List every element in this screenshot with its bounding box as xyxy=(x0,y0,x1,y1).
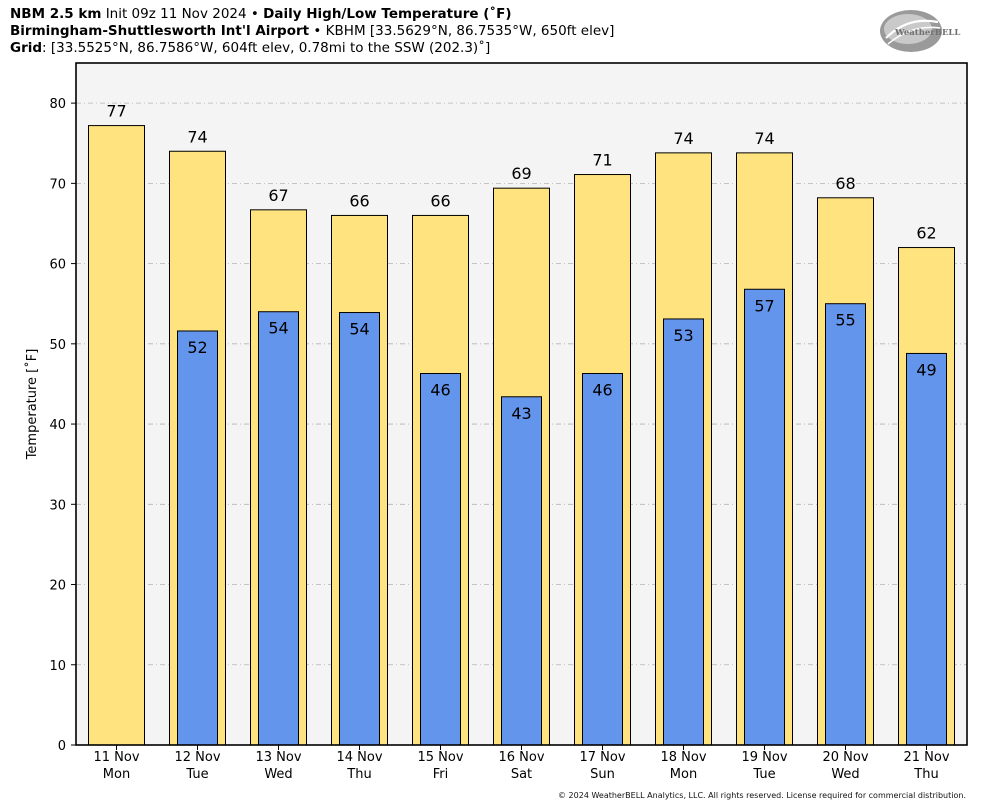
high-temp-label: 77 xyxy=(106,102,126,121)
x-tick-label-day: Sun xyxy=(590,767,615,782)
y-tick-label: 10 xyxy=(49,659,66,674)
high-temp-label: 74 xyxy=(673,129,693,148)
logo-text: WeatherBELL xyxy=(894,28,960,38)
init-time: Init 09z 11 Nov 2024 xyxy=(105,6,247,22)
low-temp-label: 46 xyxy=(592,381,612,400)
x-tick-label-date: 15 Nov xyxy=(417,750,463,765)
model-name: NBM 2.5 km xyxy=(10,6,102,22)
high-temp-label: 74 xyxy=(754,129,774,148)
y-axis-label: Temperature [˚F] xyxy=(24,349,40,461)
y-tick-label: 0 xyxy=(58,739,66,754)
low-temp-bar xyxy=(420,373,461,746)
header-line-2: Birmingham-Shuttlesworth Int'l Airport •… xyxy=(10,23,614,40)
low-temp-label: 52 xyxy=(187,338,207,357)
low-temp-label: 49 xyxy=(916,360,936,379)
grid-label: Grid xyxy=(10,40,43,56)
high-temp-label: 66 xyxy=(349,191,369,210)
low-temp-label: 43 xyxy=(511,404,531,423)
y-tick-label: 70 xyxy=(49,177,66,192)
y-tick-label: 60 xyxy=(49,258,66,273)
x-tick-label-date: 20 Nov xyxy=(822,750,868,765)
x-tick-label-day: Wed xyxy=(831,767,859,782)
high-temp-bar xyxy=(88,125,145,746)
low-temp-label: 57 xyxy=(754,296,774,315)
plot-frame xyxy=(75,62,968,746)
separator: • xyxy=(313,23,322,39)
x-tick-label-date: 13 Nov xyxy=(255,750,301,765)
y-tick-label: 20 xyxy=(49,579,66,594)
high-temp-label: 66 xyxy=(430,191,450,210)
x-tick-label-date: 12 Nov xyxy=(174,750,220,765)
low-temp-label: 54 xyxy=(349,320,369,339)
x-tick-label-day: Thu xyxy=(913,767,938,782)
header-line-1: NBM 2.5 km Init 09z 11 Nov 2024 • Daily … xyxy=(10,6,512,23)
low-temp-bar xyxy=(744,288,785,746)
low-temp-bar xyxy=(258,311,299,746)
x-tick-label-date: 18 Nov xyxy=(660,750,706,765)
x-tick-label-day: Fri xyxy=(433,767,449,782)
x-tick-label-date: 21 Nov xyxy=(903,750,949,765)
x-tick-label-day: Wed xyxy=(264,767,292,782)
high-temp-label: 68 xyxy=(835,174,855,193)
high-temp-label: 69 xyxy=(511,164,531,183)
copyright-notice: © 2024 WeatherBELL Analytics, LLC. All r… xyxy=(558,791,966,800)
weatherbell-logo: WeatherBELL xyxy=(880,10,960,52)
low-temp-label: 54 xyxy=(268,319,288,338)
x-tick-label-date: 17 Nov xyxy=(579,750,625,765)
header-line-3: Grid: [33.5525°N, 86.7586°W, 604ft elev,… xyxy=(10,40,490,57)
low-temp-label: 53 xyxy=(673,326,693,345)
x-tick-label-day: Mon xyxy=(670,767,697,782)
x-tick-label-date: 11 Nov xyxy=(93,750,139,765)
low-temp-bar xyxy=(825,303,866,746)
y-tick-label: 40 xyxy=(49,418,66,433)
x-tick-label-day: Sat xyxy=(511,767,532,782)
site-info: KBHM [33.5629°N, 86.7535°W, 650ft elev] xyxy=(325,23,615,39)
low-temp-bar xyxy=(582,373,623,746)
y-tick-label: 50 xyxy=(49,338,66,353)
x-tick-label-date: 14 Nov xyxy=(336,750,382,765)
site-name: Birmingham-Shuttlesworth Int'l Airport xyxy=(10,23,310,39)
x-tick-label-day: Mon xyxy=(103,767,130,782)
low-temp-label: 55 xyxy=(835,311,855,330)
x-tick-label-day: Tue xyxy=(185,767,208,782)
low-temp-bar xyxy=(501,396,542,746)
high-temp-label: 62 xyxy=(916,224,936,243)
low-temp-bar xyxy=(663,318,704,746)
high-temp-label: 74 xyxy=(187,127,207,146)
y-tick-label: 80 xyxy=(49,97,66,112)
y-tick-label: 30 xyxy=(49,498,66,513)
product-title: Daily High/Low Temperature (˚F) xyxy=(263,6,512,22)
x-tick-label-date: 16 Nov xyxy=(498,750,544,765)
x-tick-label-date: 19 Nov xyxy=(741,750,787,765)
separator: • xyxy=(250,6,259,22)
x-tick-label-day: Thu xyxy=(346,767,371,782)
low-temp-label: 46 xyxy=(430,381,450,400)
high-temp-label: 67 xyxy=(268,186,288,205)
low-temp-bar xyxy=(339,312,380,746)
grid-info: : [33.5525°N, 86.7586°W, 604ft elev, 0.7… xyxy=(42,40,491,56)
low-temp-bar xyxy=(906,352,947,746)
x-tick-label-day: Tue xyxy=(752,767,775,782)
high-temp-label: 71 xyxy=(592,151,612,170)
low-temp-bar xyxy=(177,330,218,746)
